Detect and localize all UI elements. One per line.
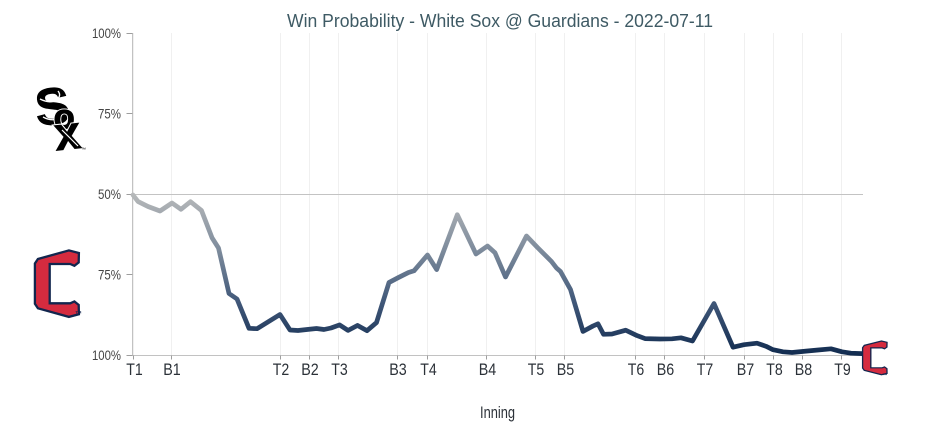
svg-text:Inning: Inning: [480, 403, 515, 422]
svg-text:B8: B8: [795, 361, 813, 379]
svg-text:T2: T2: [273, 361, 290, 379]
svg-text:Win Probability - White Sox @: Win Probability - White Sox @ Guardians …: [287, 11, 713, 31]
svg-text:™: ™: [75, 311, 82, 318]
svg-text:T8: T8: [766, 361, 783, 379]
svg-text:B7: B7: [737, 361, 755, 379]
svg-text:100%: 100%: [92, 25, 121, 41]
svg-text:T1: T1: [126, 361, 143, 379]
svg-text:T3: T3: [331, 361, 348, 379]
svg-text:B6: B6: [657, 361, 675, 379]
svg-text:B4: B4: [479, 361, 497, 379]
svg-text:T7: T7: [697, 361, 714, 379]
svg-text:B3: B3: [389, 361, 407, 379]
svg-text:50%: 50%: [98, 186, 121, 202]
svg-text:B5: B5: [557, 361, 575, 379]
svg-text:T9: T9: [834, 361, 851, 379]
svg-text:S: S: [32, 77, 73, 138]
svg-text:S: S: [32, 77, 73, 138]
svg-text:™: ™: [81, 147, 86, 153]
svg-text:B2: B2: [301, 361, 319, 379]
svg-text:o: o: [54, 98, 75, 137]
svg-text:T5: T5: [528, 361, 545, 379]
svg-text:™: ™: [883, 373, 888, 379]
svg-text:75%: 75%: [98, 267, 121, 283]
svg-text:100%: 100%: [92, 347, 121, 363]
svg-text:x: x: [52, 105, 84, 160]
svg-text:T4: T4: [420, 361, 437, 379]
svg-text:B1: B1: [163, 361, 181, 379]
svg-text:T6: T6: [628, 361, 645, 379]
svg-text:75%: 75%: [98, 106, 121, 122]
svg-text:o: o: [54, 98, 75, 137]
